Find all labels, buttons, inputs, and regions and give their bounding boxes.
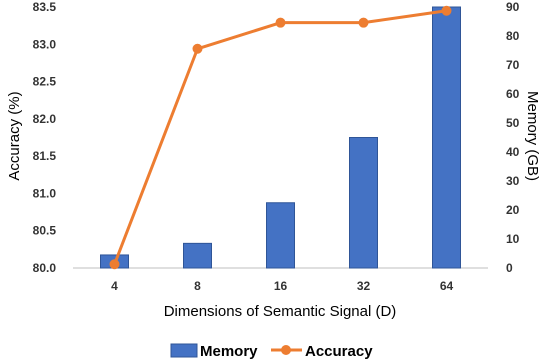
memory-bar <box>349 137 378 269</box>
y-left-tick-label: 80.0 <box>33 261 57 275</box>
accuracy-point <box>192 43 203 54</box>
y-left-tick-label: 80.5 <box>33 224 57 238</box>
y-right-tick-label: 30 <box>506 174 520 188</box>
accuracy-point <box>441 5 452 16</box>
memory-bar <box>266 202 295 269</box>
y-left-tick-label: 81.0 <box>33 186 57 200</box>
y-left-tick-label: 82.0 <box>33 112 57 126</box>
memory-bar <box>432 6 461 269</box>
legend: Memory Accuracy <box>170 343 373 360</box>
y-right-tick-label: 0 <box>506 261 513 275</box>
y-left-tick-label: 83.5 <box>33 0 57 14</box>
y-right-tick-label: 20 <box>506 203 520 217</box>
y-right-tick-label: 50 <box>506 116 520 130</box>
x-axis-title: Dimensions of Semantic Signal (D) <box>164 303 397 320</box>
y-right-tick-label: 60 <box>506 87 520 101</box>
y-left-tick-label: 82.5 <box>33 75 57 89</box>
memory-bars <box>100 6 461 269</box>
accuracy-point <box>275 17 286 28</box>
x-tick-label: 8 <box>194 279 201 293</box>
y-right-tick-label: 80 <box>506 29 520 43</box>
y-left-tick-label: 83.0 <box>33 37 57 51</box>
y-right-tick-label: 40 <box>506 145 520 159</box>
x-tick-label: 32 <box>357 279 371 293</box>
x-tick-label: 64 <box>440 279 454 293</box>
y-right-tick-label: 70 <box>506 58 520 72</box>
y-right-tick-label: 10 <box>506 232 520 246</box>
legend-accuracy-label: Accuracy <box>305 343 373 360</box>
legend-memory-swatch <box>170 343 198 358</box>
accuracy-point <box>358 17 369 28</box>
y-axis-left-title: Accuracy (%) <box>6 91 23 180</box>
legend-memory-label: Memory <box>200 343 258 360</box>
y-right-tick-label: 90 <box>506 0 520 14</box>
accuracy-point <box>109 259 120 270</box>
y-left-tick-label: 81.5 <box>33 149 57 163</box>
x-tick-label: 4 <box>111 279 118 293</box>
x-tick-label: 16 <box>274 279 288 293</box>
legend-accuracy-marker <box>281 345 291 355</box>
tick-labels: 80.0 80.5 81.0 81.5 82.0 82.5 83.0 83.5 0 10 20 30 4… <box>33 0 520 293</box>
accuracy-line <box>109 5 452 270</box>
memory-bar <box>183 242 212 269</box>
y-axis-right-title: Memory (GB) <box>524 91 539 181</box>
